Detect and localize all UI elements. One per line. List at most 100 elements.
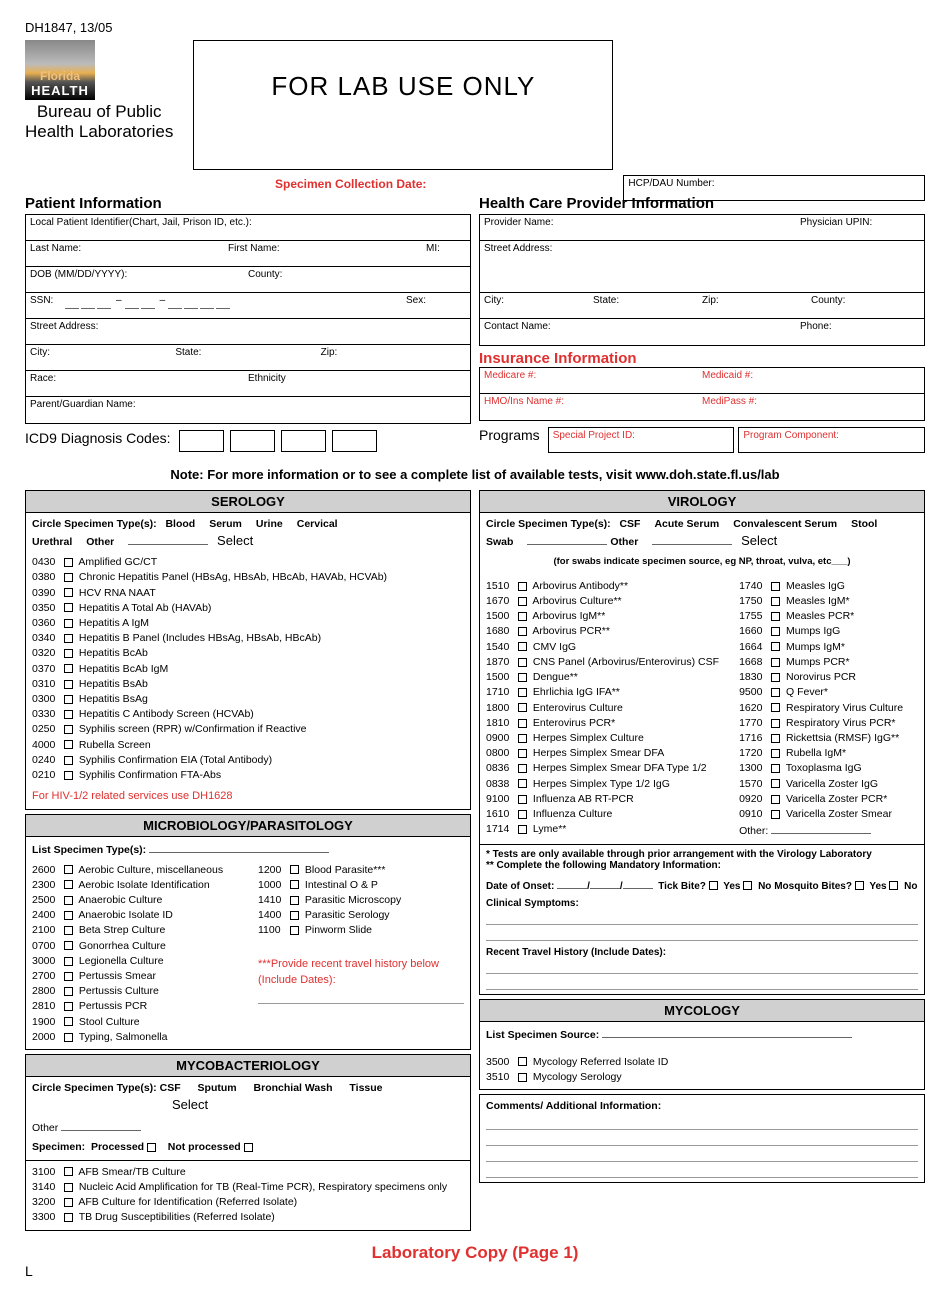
specimen-type-option[interactable]: Sputum xyxy=(198,1081,237,1096)
test-item[interactable]: 2700 Pertussis Smear xyxy=(32,969,238,984)
tick-yes-checkbox[interactable] xyxy=(709,881,718,890)
hmo-row[interactable]: HMO/Ins Name #:MediPass #: xyxy=(480,394,924,420)
mycobact-other-row[interactable]: Other xyxy=(32,1119,464,1136)
test-item[interactable]: 1540 CMV IgG xyxy=(486,640,719,655)
test-item[interactable]: 9500 Q Fever* xyxy=(739,685,918,700)
ssn-boxes[interactable]: – – xyxy=(65,295,246,316)
provider-city-row[interactable]: City:State:Zip:County: xyxy=(480,293,924,319)
test-item[interactable]: 3000 Legionella Culture xyxy=(32,954,238,969)
special-project-box[interactable]: Special Project ID: xyxy=(548,427,735,453)
test-item[interactable]: 3510 Mycology Serology xyxy=(486,1070,918,1085)
test-item[interactable]: 0390 HCV RNA NAAT xyxy=(32,586,464,601)
test-item[interactable]: 1750 Measles IgM* xyxy=(739,594,918,609)
test-item[interactable]: 1714 Lyme** xyxy=(486,822,719,837)
test-item[interactable]: 1680 Arbovirus PCR** xyxy=(486,624,719,639)
test-item[interactable]: 2500 Anaerobic Culture xyxy=(32,893,238,908)
specimen-type-option[interactable]: Bronchial Wash xyxy=(254,1081,333,1096)
specimen-type-option[interactable]: Blood xyxy=(165,517,195,532)
specimen-type-option[interactable]: Other xyxy=(610,535,638,550)
test-item[interactable]: 0210 Syphilis Confirmation FTA-Abs xyxy=(32,768,464,783)
test-item[interactable]: 3100 AFB Smear/TB Culture xyxy=(32,1165,464,1180)
test-item[interactable]: 0800 Herpes Simplex Smear DFA xyxy=(486,746,719,761)
not-processed-checkbox[interactable] xyxy=(244,1143,253,1152)
test-item[interactable]: 1770 Respiratory Virus PCR* xyxy=(739,716,918,731)
test-item[interactable]: 1620 Respiratory Virus Culture xyxy=(739,701,918,716)
test-item[interactable]: 1810 Enterovirus PCR* xyxy=(486,716,719,731)
street-row[interactable]: Street Address: xyxy=(26,319,470,345)
specimen-type-option[interactable]: Tissue xyxy=(349,1081,382,1096)
test-item[interactable]: 0360 Hepatitis A IgM xyxy=(32,616,464,631)
test-item[interactable]: 4000 Rubella Screen xyxy=(32,738,464,753)
test-item[interactable]: 2600 Aerobic Culture, miscellaneous xyxy=(32,863,238,878)
test-item[interactable]: 1000 Intestinal O & P xyxy=(258,878,464,893)
test-item[interactable]: 2300 Aerobic Isolate Identification xyxy=(32,878,238,893)
specimen-type-option[interactable]: Acute Serum xyxy=(654,517,719,532)
test-item[interactable]: 1900 Stool Culture xyxy=(32,1015,238,1030)
test-item[interactable]: 0250 Syphilis screen (RPR) w/Confirmatio… xyxy=(32,722,464,737)
test-item[interactable]: 9100 Influenza AB RT-PCR xyxy=(486,792,719,807)
specimen-type-option[interactable]: CSF xyxy=(619,517,640,532)
test-item[interactable]: 0920 Varicella Zoster PCR* xyxy=(739,792,918,807)
test-item[interactable]: 3500 Mycology Referred Isolate ID xyxy=(486,1055,918,1070)
parent-row[interactable]: Parent/Guardian Name: xyxy=(26,397,470,423)
mosq-yes-checkbox[interactable] xyxy=(855,881,864,890)
test-item[interactable]: 1510 Arbovirus Antibody** xyxy=(486,579,719,594)
test-item[interactable]: 0380 Chronic Hepatitis Panel (HBsAg, HBs… xyxy=(32,570,464,585)
program-component-box[interactable]: Program Component: xyxy=(738,427,925,453)
test-item[interactable]: 1660 Mumps IgG xyxy=(739,624,918,639)
medicare-row[interactable]: Medicare #:Medicaid #: xyxy=(480,368,924,394)
icd9-boxes[interactable] xyxy=(179,430,377,452)
virology-other-row[interactable]: Other: xyxy=(739,822,918,839)
test-item[interactable]: 1664 Mumps IgM* xyxy=(739,640,918,655)
test-item[interactable]: 1720 Rubella IgM* xyxy=(739,746,918,761)
test-item[interactable]: 0300 Hepatitis BsAg xyxy=(32,692,464,707)
test-item[interactable]: 2000 Typing, Salmonella xyxy=(32,1030,238,1045)
test-item[interactable]: 1800 Enterovirus Culture xyxy=(486,701,719,716)
test-item[interactable]: 1400 Parasitic Serology xyxy=(258,908,464,923)
test-item[interactable]: 0310 Hepatitis BsAb xyxy=(32,677,464,692)
provider-name-row[interactable]: Provider Name:Physician UPIN: xyxy=(480,215,924,241)
test-item[interactable]: 0836 Herpes Simplex Smear DFA Type 1/2 xyxy=(486,761,719,776)
mosq-no-checkbox[interactable] xyxy=(889,881,898,890)
test-item[interactable]: 2800 Pertussis Culture xyxy=(32,984,238,999)
test-item[interactable]: 1755 Measles PCR* xyxy=(739,609,918,624)
test-item[interactable]: 1740 Measles IgG xyxy=(739,579,918,594)
test-item[interactable]: 0900 Herpes Simplex Culture xyxy=(486,731,719,746)
onset-row[interactable]: Date of Onset: // Tick Bite? Yes No Mosq… xyxy=(486,877,918,892)
test-item[interactable]: 2810 Pertussis PCR xyxy=(32,999,238,1014)
test-item[interactable]: 0340 Hepatitis B Panel (Includes HBsAg, … xyxy=(32,631,464,646)
race-row[interactable]: Race:Ethnicity xyxy=(26,371,470,397)
mycobact-select[interactable]: Select xyxy=(172,1097,208,1112)
test-item[interactable]: 1500 Arbovirus IgM** xyxy=(486,609,719,624)
comments-body[interactable]: Comments/ Additional Information: xyxy=(480,1095,924,1182)
specimen-type-option[interactable]: Urine xyxy=(256,517,283,532)
test-item[interactable]: 0370 Hepatitis BcAb IgM xyxy=(32,662,464,677)
provider-street-row[interactable]: Street Address: xyxy=(480,241,924,293)
tick-no-checkbox[interactable] xyxy=(743,881,752,890)
dob-row[interactable]: DOB (MM/DD/YYYY):County: xyxy=(26,267,470,293)
mycology-source-row[interactable]: List Specimen Source: xyxy=(486,1026,918,1047)
test-item[interactable]: 1570 Varicella Zoster IgG xyxy=(739,777,918,792)
test-item[interactable]: 1610 Influenza Culture xyxy=(486,807,719,822)
specimen-type-option[interactable]: Convalescent Serum xyxy=(733,517,837,532)
specimen-type-option[interactable]: Stool xyxy=(851,517,877,532)
specimen-type-option[interactable]: Other xyxy=(86,535,114,550)
test-item[interactable]: 0910 Varicella Zoster Smear xyxy=(739,807,918,822)
test-item[interactable]: 1668 Mumps PCR* xyxy=(739,655,918,670)
test-item[interactable]: 0700 Gonorrhea Culture xyxy=(32,939,238,954)
test-item[interactable]: 1670 Arbovirus Culture** xyxy=(486,594,719,609)
test-item[interactable]: 0330 Hepatitis C Antibody Screen (HCVAb) xyxy=(32,707,464,722)
micro-list-row[interactable]: List Specimen Type(s): xyxy=(32,841,464,862)
test-item[interactable]: 1500 Dengue** xyxy=(486,670,719,685)
contact-row[interactable]: Contact Name:Phone: xyxy=(480,319,924,345)
test-item[interactable]: 1300 Toxoplasma IgG xyxy=(739,761,918,776)
test-item[interactable]: 3140 Nucleic Acid Amplification for TB (… xyxy=(32,1180,464,1195)
processed-checkbox[interactable] xyxy=(147,1143,156,1152)
select-text[interactable]: Select xyxy=(217,533,253,548)
test-item[interactable]: 3200 AFB Culture for Identification (Ref… xyxy=(32,1195,464,1210)
test-item[interactable]: 1830 Norovirus PCR xyxy=(739,670,918,685)
local-id-row[interactable]: Local Patient Identifier(Chart, Jail, Pr… xyxy=(26,215,470,241)
test-item[interactable]: 0430 Amplified GC/CT xyxy=(32,555,464,570)
specimen-type-option[interactable]: CSF xyxy=(160,1081,181,1096)
test-item[interactable]: 1710 Ehrlichia IgG IFA** xyxy=(486,685,719,700)
